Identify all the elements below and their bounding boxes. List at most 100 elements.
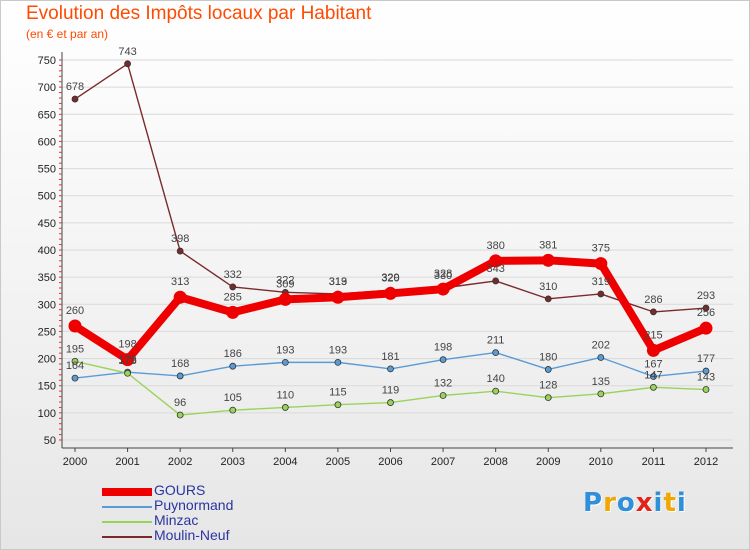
point-puynormand xyxy=(387,365,394,373)
x-tick-label: 2008 xyxy=(483,456,507,468)
y-tick-label: 250 xyxy=(38,326,56,338)
point-moulin-neuf xyxy=(702,304,710,312)
data-label-moulin-neuf: 332 xyxy=(224,269,242,281)
point-gours xyxy=(489,254,503,268)
y-tick-label: 450 xyxy=(38,218,56,230)
y-tick-label: 100 xyxy=(38,408,56,420)
data-label-gours: 313 xyxy=(171,276,189,288)
legend-label-gours: GOURS xyxy=(154,482,206,498)
data-label-minzac: 132 xyxy=(434,377,452,389)
legend-label-minzac: Minzac xyxy=(154,512,199,528)
logo-letter: r xyxy=(603,488,617,518)
data-label-gours: 309 xyxy=(276,278,294,290)
point-minzac xyxy=(387,399,394,406)
point-minzac xyxy=(176,411,184,419)
data-label-minzac: 135 xyxy=(592,376,610,388)
x-tick-label: 2007 xyxy=(431,456,455,468)
point-moulin-neuf xyxy=(71,95,79,103)
point-minzac xyxy=(439,392,447,399)
y-tick-label: 600 xyxy=(38,136,56,148)
chart-subtitle: (en € et par an) xyxy=(26,27,109,41)
data-label-gours: 198 xyxy=(118,339,136,351)
data-label-minzac: 128 xyxy=(539,380,557,392)
data-label-puynormand: 198 xyxy=(434,342,452,354)
x-tick-label: 2010 xyxy=(589,456,613,468)
point-puynormand xyxy=(176,372,184,380)
data-label-moulin-neuf: 286 xyxy=(644,294,662,306)
x-tick-label: 2002 xyxy=(168,456,192,468)
data-label-minzac: 119 xyxy=(382,385,400,397)
point-minzac xyxy=(492,387,500,395)
data-label-puynormand: 193 xyxy=(329,344,347,356)
logo-letter: x xyxy=(635,488,654,518)
data-label-puynormand: 168 xyxy=(171,358,189,370)
y-tick-label: 350 xyxy=(38,272,56,284)
point-moulin-neuf xyxy=(176,247,184,255)
point-puynormand xyxy=(439,356,447,364)
point-gours xyxy=(699,321,713,335)
y-tick-label: 50 xyxy=(44,435,56,447)
x-tick-label: 2001 xyxy=(115,456,139,468)
point-moulin-neuf xyxy=(492,277,500,285)
data-label-gours: 285 xyxy=(224,291,242,303)
x-tick-label: 2004 xyxy=(273,456,297,468)
point-gours xyxy=(121,353,135,367)
data-label-gours: 260 xyxy=(66,305,84,317)
data-label-gours: 380 xyxy=(486,240,504,252)
y-tick-label: 150 xyxy=(38,381,56,393)
point-puynormand xyxy=(492,349,500,357)
data-label-moulin-neuf: 322 xyxy=(276,274,294,286)
data-label-moulin-neuf: 329 xyxy=(381,272,399,284)
x-tick-label: 2006 xyxy=(378,456,402,468)
data-label-puynormand: 211 xyxy=(487,335,505,347)
y-tick-label: 400 xyxy=(38,245,56,257)
point-gours xyxy=(331,290,345,304)
data-label-minzac: 143 xyxy=(697,372,715,384)
point-puynormand xyxy=(229,362,237,370)
point-gours xyxy=(384,286,397,300)
point-minzac xyxy=(650,383,657,391)
data-label-puynormand: 180 xyxy=(539,351,557,363)
x-tick-label: 2003 xyxy=(221,456,245,468)
data-label-puynormand: 164 xyxy=(66,360,84,372)
y-tick-label: 200 xyxy=(38,354,56,366)
data-label-puynormand: 177 xyxy=(697,353,715,365)
data-label-puynormand: 181 xyxy=(381,351,399,363)
logo-letter: i xyxy=(653,488,664,518)
legend-swatch-minzac xyxy=(102,521,152,523)
data-label-minzac: 115 xyxy=(329,387,347,399)
data-label-moulin-neuf: 310 xyxy=(539,281,557,293)
y-tick-label: 300 xyxy=(38,299,56,311)
chart-title: Evolution des Impôts locaux par Habitant xyxy=(26,3,372,24)
point-minzac xyxy=(702,386,710,393)
data-label-minzac: 195 xyxy=(66,343,84,355)
data-label-minzac: 147 xyxy=(644,369,662,381)
data-label-puynormand: 186 xyxy=(224,348,242,360)
data-label-moulin-neuf: 343 xyxy=(486,263,504,275)
point-gours xyxy=(541,253,555,267)
data-label-minzac: 96 xyxy=(174,397,186,409)
data-label-gours: 256 xyxy=(697,307,715,319)
data-label-gours: 320 xyxy=(381,272,399,284)
point-gours xyxy=(436,282,450,296)
point-minzac xyxy=(281,404,289,411)
point-moulin-neuf xyxy=(544,295,552,303)
data-label-moulin-neuf: 678 xyxy=(66,81,84,93)
point-moulin-neuf xyxy=(229,283,237,291)
logo-letter: P xyxy=(583,488,604,518)
point-moulin-neuf xyxy=(124,60,131,68)
data-label-puynormand: 175 xyxy=(118,354,136,366)
logo-letter: i xyxy=(676,488,687,518)
logo-letter: o xyxy=(616,488,636,518)
x-tick-label: 2005 xyxy=(326,456,350,468)
data-label-puynormand: 167 xyxy=(644,358,662,370)
point-minzac xyxy=(334,401,342,409)
data-label-puynormand: 193 xyxy=(276,344,294,356)
point-puynormand xyxy=(334,358,342,366)
x-tick-label: 2012 xyxy=(694,456,718,468)
data-label-moulin-neuf: 330 xyxy=(434,270,452,282)
data-label-gours: 215 xyxy=(644,329,662,341)
point-puynormand xyxy=(597,354,605,361)
point-puynormand xyxy=(702,367,710,375)
